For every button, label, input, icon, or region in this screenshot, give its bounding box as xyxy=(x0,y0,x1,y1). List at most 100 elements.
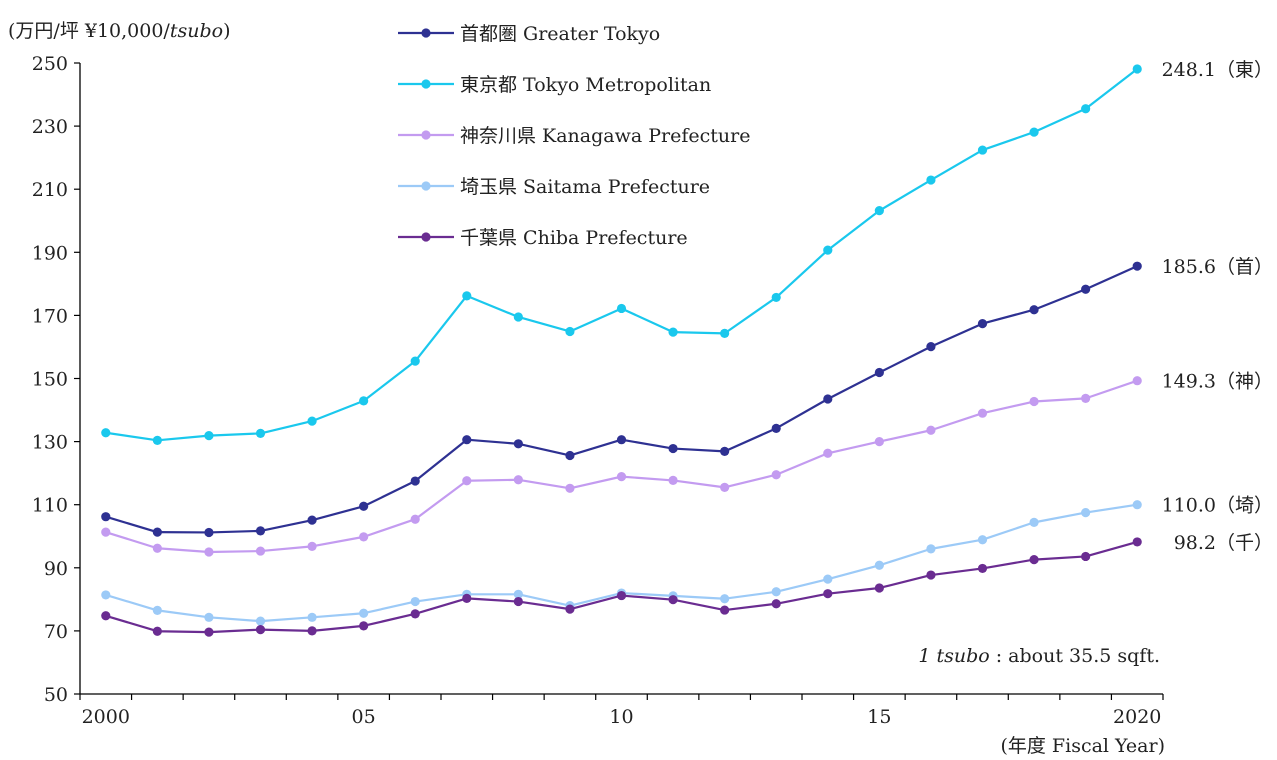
data-point xyxy=(720,482,730,492)
data-point xyxy=(307,541,317,551)
data-point xyxy=(668,443,678,454)
data-point xyxy=(771,599,781,609)
plot-area: 185.6（首） 248.1（東） 149.3（神） 110.0（埼） 98.2（千） xyxy=(101,59,1273,637)
data-point xyxy=(668,595,678,605)
data-point xyxy=(1132,261,1142,271)
legend-entry: 千葉県 Chiba Prefecture xyxy=(398,227,688,249)
data-point xyxy=(874,560,884,570)
data-point xyxy=(565,604,575,614)
data-point xyxy=(101,527,111,537)
data-point xyxy=(307,515,317,525)
data-point xyxy=(1029,554,1039,565)
data-point xyxy=(152,605,162,615)
x-tick-label: 15 xyxy=(867,706,891,728)
y-tick-label: 170 xyxy=(32,305,68,327)
data-point xyxy=(410,356,420,366)
y-tick-label: 70 xyxy=(44,621,68,643)
data-point xyxy=(255,428,266,438)
x-tick-label: 2000 xyxy=(82,706,130,728)
data-point xyxy=(1029,517,1039,527)
legend-swatch-marker xyxy=(421,181,431,191)
series-2: 149.3（神） xyxy=(101,371,1273,557)
x-axis-label: (年度 Fiscal Year) xyxy=(1000,735,1165,757)
y-tick-label: 230 xyxy=(32,116,68,138)
legend-entry: 神奈川県 Kanagawa Prefecture xyxy=(398,125,750,147)
data-point xyxy=(255,546,266,556)
data-point xyxy=(1081,284,1091,294)
data-point xyxy=(926,570,936,580)
data-point xyxy=(101,590,111,600)
legend-entry: 埼玉県 Saitama Prefecture xyxy=(398,176,710,198)
data-point xyxy=(513,596,523,607)
y-tick-label: 150 xyxy=(32,369,68,391)
data-point xyxy=(565,450,575,461)
data-point xyxy=(926,425,936,435)
y-tick-label: 190 xyxy=(32,242,68,264)
data-point xyxy=(152,435,162,445)
legend-label: 千葉県 Chiba Prefecture xyxy=(460,227,688,249)
data-point xyxy=(410,596,420,607)
legend-entry: 東京都 Tokyo Metropolitan xyxy=(398,74,711,96)
series-4: 98.2（千） xyxy=(101,532,1273,637)
data-point xyxy=(874,367,884,378)
y-tick-label: 250 xyxy=(32,53,68,75)
data-point xyxy=(513,589,523,599)
end-value-label: 248.1（東） xyxy=(1162,59,1273,81)
data-point xyxy=(152,626,162,636)
data-point xyxy=(977,563,988,574)
legend-swatch-marker xyxy=(421,28,431,38)
data-point xyxy=(462,435,472,445)
data-point xyxy=(616,590,627,601)
y-tick-label: 90 xyxy=(44,558,68,580)
series-0: 185.6（首） xyxy=(101,256,1273,538)
data-point xyxy=(720,328,730,338)
data-point xyxy=(359,501,369,511)
data-point xyxy=(307,626,317,636)
x-tick-label: 2020 xyxy=(1113,706,1161,728)
data-point xyxy=(874,206,884,216)
data-point xyxy=(874,437,884,447)
data-point xyxy=(359,532,369,542)
x-tick-label: 10 xyxy=(609,706,633,728)
y-tick-label: 210 xyxy=(32,179,68,201)
data-point xyxy=(977,408,988,418)
data-point xyxy=(565,483,575,493)
data-point xyxy=(410,514,420,524)
data-point xyxy=(1132,500,1142,510)
data-point xyxy=(720,446,730,456)
data-point xyxy=(101,428,111,438)
data-point xyxy=(462,476,472,486)
data-point xyxy=(823,448,833,458)
data-point xyxy=(204,527,214,538)
legend-label: 東京都 Tokyo Metropolitan xyxy=(460,74,711,96)
data-point xyxy=(359,621,369,631)
data-point xyxy=(1132,64,1142,74)
data-point xyxy=(204,431,214,441)
tsubo-note: 1 tsubo : about 35.5 sqft. xyxy=(918,645,1160,667)
data-point xyxy=(1081,507,1091,518)
y-tick-label: 130 xyxy=(32,432,68,454)
data-point xyxy=(462,291,472,301)
data-point xyxy=(1081,104,1091,114)
data-point xyxy=(1029,305,1039,315)
data-point xyxy=(359,396,369,406)
end-value-label: 98.2（千） xyxy=(1174,532,1273,554)
data-point xyxy=(668,475,678,486)
data-point xyxy=(152,527,162,537)
data-point xyxy=(616,472,627,482)
data-point xyxy=(874,583,884,593)
data-point xyxy=(1081,393,1091,403)
axes: 50 70 90 110 130 150 170 190 210 230 250 2000 05 10 15… xyxy=(32,53,1164,728)
y-tick-label: 50 xyxy=(44,684,68,706)
end-value-label: 185.6（首） xyxy=(1162,256,1273,278)
legend-label: 埼玉県 Saitama Prefecture xyxy=(460,176,710,198)
data-point xyxy=(513,312,523,322)
data-point xyxy=(1132,537,1142,547)
series-line xyxy=(105,503,1138,623)
y-tick-label: 110 xyxy=(32,495,68,517)
data-point xyxy=(823,245,833,255)
data-point xyxy=(1081,551,1091,562)
data-point xyxy=(823,394,833,404)
data-point xyxy=(977,145,988,155)
data-point xyxy=(616,435,627,445)
